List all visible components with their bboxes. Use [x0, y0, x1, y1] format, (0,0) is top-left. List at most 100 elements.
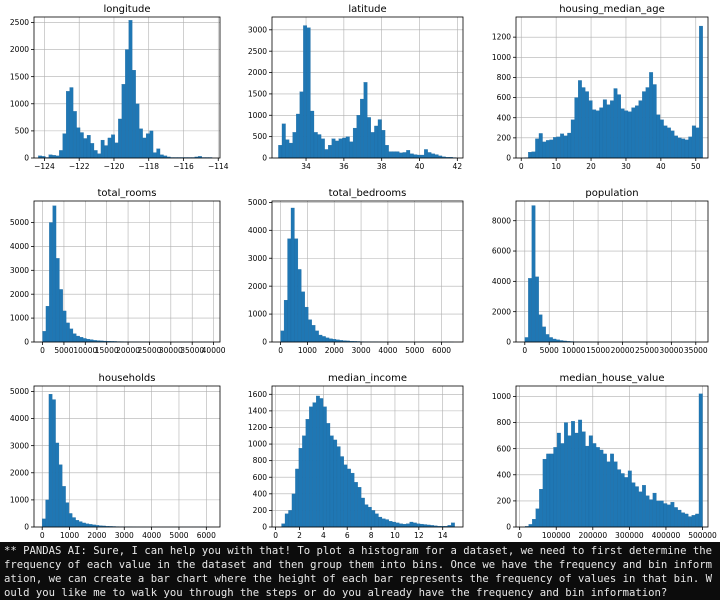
chart-housing-median-age-bar — [563, 135, 568, 159]
chart-median-house-value-bar — [681, 512, 685, 528]
chart-total-rooms-y-tick-label: 5000 — [10, 218, 29, 227]
chart-median-income-bar — [343, 464, 348, 528]
chart-population-axes-frame — [515, 200, 709, 343]
chart-latitude-x-tick-label: 34 — [301, 162, 311, 171]
chart-median-house-value-bar — [663, 503, 668, 528]
chart-housing-median-age-bar — [642, 91, 646, 159]
chart-latitude-y-tick-label: 0 — [262, 154, 267, 163]
chart-longitude-bar — [66, 91, 70, 159]
chart-housing-median-age-bar — [545, 140, 550, 159]
chart-housing-median-age-bar — [684, 139, 689, 159]
chart-median-income-bar — [412, 522, 417, 528]
chart-latitude-bar — [320, 138, 325, 159]
chart-median-income-bar — [336, 446, 341, 528]
chart-median-income-title: median_income — [328, 373, 407, 384]
chart-median-house-value-x-tick-label: 500000 — [688, 531, 717, 540]
chart-median-house-value-y-tick-label: 1000 — [492, 392, 511, 401]
chart-median-income-bar — [329, 435, 334, 528]
chart-total-rooms-bar — [55, 258, 60, 343]
chart-housing-median-age-axes-frame — [515, 16, 709, 159]
chart-housing-median-age-bar — [627, 111, 632, 159]
chart-latitude-y-tick-label: 500 — [253, 132, 268, 141]
chart-median-house-value-bar — [652, 492, 657, 528]
chart-total-bedrooms-bar — [328, 338, 333, 343]
chart-longitude-bar — [52, 155, 56, 159]
chart-latitude-y-tick-label: 2000 — [248, 68, 267, 77]
chart-median-house-value-bar — [592, 443, 597, 528]
chart-housing-median-age-bar — [652, 84, 657, 159]
chart-median-house-value-bar — [638, 491, 643, 528]
chart-latitude-bar — [278, 145, 283, 159]
chart-housing-median-age-title: housing_median_age — [559, 4, 665, 15]
chart-population-y-tick-label: 2000 — [492, 307, 511, 316]
chart-total-bedrooms-x-tick-label: 6000 — [432, 346, 451, 355]
chart-latitude-bar — [363, 82, 368, 159]
chart-housing-median-age-bar — [581, 87, 586, 159]
chart-housing-median-age-bar — [531, 151, 536, 159]
chart-households-bar — [85, 523, 90, 528]
chart-median-income-bar — [319, 398, 324, 528]
chart-median-house-value-bar — [617, 469, 622, 528]
chart-latitude-bar — [388, 151, 393, 159]
chart-households-bar — [48, 394, 53, 528]
chart-median-house-value-bar — [588, 435, 593, 528]
chart-total-bedrooms-bar — [322, 336, 326, 343]
chart-median-income-bar — [284, 513, 289, 528]
chart-median-house-value-bar — [677, 509, 682, 528]
chart-median-house-value-x-tick-label: 0 — [517, 531, 522, 540]
chart-longitude-bar — [132, 70, 136, 159]
chart-median-house-value-bar — [585, 445, 590, 528]
chart-households-bar — [82, 522, 86, 528]
chart-housing-median-age-bar — [567, 132, 572, 159]
chart-total-bedrooms-y-tick-label: 0 — [262, 338, 267, 347]
chart-median-income-bar — [333, 439, 338, 528]
chart-latitude-bar — [328, 145, 332, 159]
chart-households-bar — [72, 517, 76, 528]
chart-median-income-bar — [371, 510, 376, 528]
chart-total-rooms-x-tick-label: 40000 — [202, 346, 226, 355]
chart-housing-median-age-x-tick-label: 20 — [586, 162, 596, 171]
chart-median-house-value-bar — [627, 470, 632, 528]
chart-total-rooms-y-tick-label: 4000 — [10, 242, 29, 251]
chart-households-x-tick-label: 3000 — [115, 531, 134, 540]
chart-households-bar — [62, 486, 66, 528]
chart-total-rooms-title: total_rooms — [98, 188, 157, 199]
chart-latitude-bar — [313, 132, 318, 159]
chart-population-bar — [528, 278, 532, 343]
chart-longitude-bar — [139, 128, 143, 159]
chart-median-income-bar — [340, 456, 344, 528]
chart-median-house-value-bar — [631, 482, 636, 528]
chart-longitude-bar — [149, 130, 154, 159]
chart-housing-median-age-bar — [634, 105, 639, 159]
chart-longitude-bar — [69, 87, 74, 159]
chart-latitude-bar — [395, 151, 400, 159]
chart-median-income-bar — [354, 482, 358, 528]
chart-longitude-bar — [156, 148, 161, 159]
chart-housing-median-age-bar — [602, 99, 607, 159]
chart-latitude-bar — [285, 139, 290, 159]
chart-population-y-tick-label: 4000 — [492, 277, 511, 286]
chart-latitude-bar — [324, 149, 329, 159]
chart-housing-median-age-bar — [691, 125, 696, 159]
chart-households-y-tick-label: 5000 — [10, 387, 29, 396]
chart-housing-median-age-bar — [613, 88, 618, 159]
chart-latitude-bar — [338, 138, 343, 159]
chart-total-bedrooms-y-tick-label: 3000 — [248, 254, 267, 263]
chart-latitude-bar — [374, 125, 379, 159]
chart-latitude-bar — [317, 134, 322, 159]
chart-longitude-bar — [125, 49, 129, 159]
chart-households-bar — [65, 502, 70, 528]
chart-households-axes-frame — [33, 385, 221, 528]
chart-total-bedrooms-bar — [297, 269, 302, 343]
chart-total-bedrooms-y-tick-label: 2000 — [248, 282, 267, 291]
chart-housing-median-age-x-tick-label: 10 — [551, 162, 561, 171]
chart-housing-median-age-bar — [595, 110, 600, 159]
chart-median-income-x-tick-label: 12 — [414, 531, 424, 540]
chart-median-income-bar — [316, 395, 320, 528]
chart-housing-median-age-bar — [574, 97, 579, 159]
chart-latitude-bar — [292, 132, 297, 159]
chart-median-house-value-bar — [698, 393, 703, 528]
chart-longitude-bar — [128, 20, 133, 159]
chart-total-rooms-axes-frame — [33, 200, 221, 343]
chart-longitude-bar — [48, 154, 53, 159]
